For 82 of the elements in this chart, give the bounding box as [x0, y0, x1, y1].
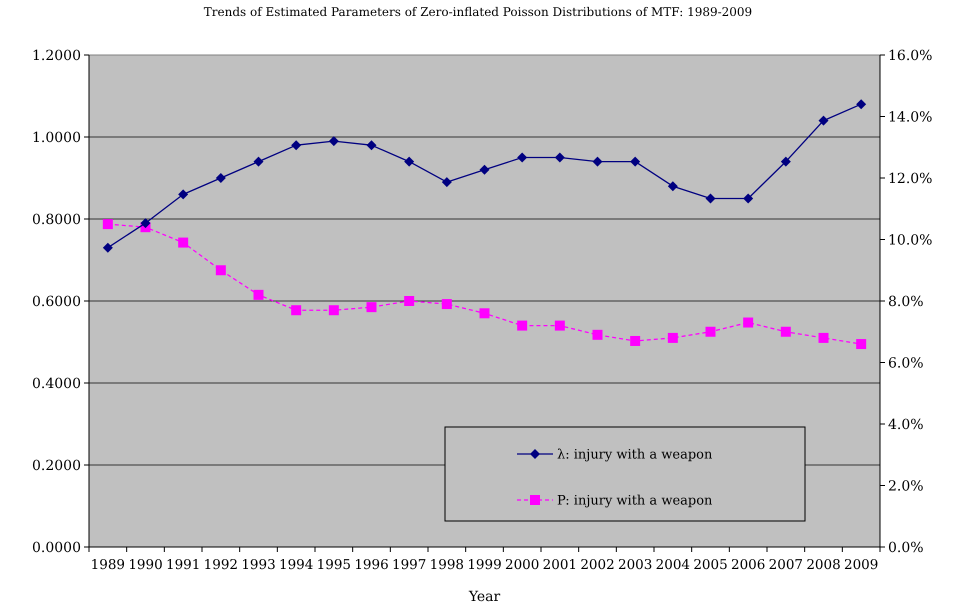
x-tick-label: 2003	[618, 557, 652, 573]
point	[404, 296, 414, 306]
point	[630, 156, 640, 167]
x-tick-label: 2005	[693, 557, 728, 573]
point	[328, 305, 339, 316]
chart-title: Trends of Estimated Parameters of Zero-inflated Poisson Distributions of MTF: 1989-2009	[204, 5, 752, 19]
y2-tick-label: 14.0%	[888, 109, 932, 126]
point	[102, 242, 113, 253]
point	[178, 189, 188, 200]
y2-tick-label: 2.0%	[888, 478, 924, 494]
point	[630, 336, 640, 346]
x-axis-title: Year	[468, 589, 500, 605]
point	[366, 302, 376, 312]
point	[743, 318, 754, 328]
x-tick-label: 1989	[90, 557, 126, 573]
point	[517, 152, 528, 162]
point	[856, 339, 866, 350]
y-tick-label: 0.0000	[32, 540, 81, 556]
y2-tick-label: 8.0%	[888, 294, 924, 310]
point	[517, 320, 528, 331]
x-tick-label: 1997	[392, 557, 426, 573]
x-tick-label: 1999	[467, 557, 502, 573]
x-tick-label: 2004	[656, 557, 690, 573]
y-tick-label: 0.2000	[32, 458, 81, 474]
point	[480, 308, 490, 318]
point	[140, 218, 150, 228]
x-tick-label: 2001	[542, 557, 578, 573]
x-tick-label: 2008	[806, 557, 841, 573]
point	[291, 305, 302, 316]
point	[254, 156, 264, 167]
y-tick-label: 1.2000	[32, 48, 81, 64]
y2-tick-label: 12.0%	[888, 170, 932, 187]
point	[780, 156, 791, 167]
point	[254, 290, 264, 300]
y-tick-label: 0.4000	[32, 376, 81, 392]
x-tick-label: 2000	[504, 557, 540, 573]
point	[328, 136, 339, 146]
x-tick-label: 1992	[204, 557, 238, 573]
x-tick-label: 2009	[844, 557, 878, 573]
x-tick-label: 2002	[580, 557, 615, 573]
x-tick-label: 2007	[768, 557, 804, 573]
point	[404, 156, 414, 167]
point	[706, 326, 716, 337]
y2-tick-label: 16.0%	[888, 48, 932, 64]
x-tick-label: 1995	[316, 557, 352, 573]
x-tick-label: 1998	[430, 557, 464, 573]
point	[216, 173, 226, 183]
point	[480, 164, 490, 175]
y-tick-label: 1.0000	[32, 130, 81, 146]
point	[856, 99, 866, 110]
y2-tick-label: 0.0%	[888, 540, 924, 556]
point	[818, 332, 828, 343]
point	[216, 265, 226, 276]
x-tick-label: 2006	[730, 557, 766, 573]
point	[442, 177, 452, 188]
point	[668, 332, 678, 343]
point	[818, 116, 828, 126]
x-tick-label: 1996	[354, 557, 389, 573]
x-tick-label: 1991	[166, 557, 200, 573]
point	[706, 194, 716, 204]
point	[743, 194, 754, 204]
point	[780, 326, 791, 337]
point	[442, 299, 452, 310]
y2-tick-label: 4.0%	[888, 416, 924, 433]
y-tick-label: 0.8000	[32, 212, 81, 228]
y2-tick-label: 10.0%	[888, 232, 932, 248]
point	[554, 152, 565, 162]
point	[554, 320, 565, 331]
x-tick-label: 1990	[128, 557, 163, 573]
point	[592, 156, 602, 167]
point	[366, 140, 376, 150]
x-tick-label: 1994	[278, 557, 314, 573]
point	[178, 238, 188, 248]
legend-label: λ: injury with a weapon	[557, 448, 713, 463]
point	[668, 181, 678, 192]
point	[592, 330, 602, 340]
point	[102, 219, 113, 230]
legend-label: P: injury with a weapon	[557, 494, 714, 509]
y-tick-label: 0.6000	[32, 294, 81, 310]
y2-tick-label: 6.0%	[888, 355, 924, 372]
point	[291, 140, 302, 150]
x-tick-label: 1993	[241, 557, 276, 573]
